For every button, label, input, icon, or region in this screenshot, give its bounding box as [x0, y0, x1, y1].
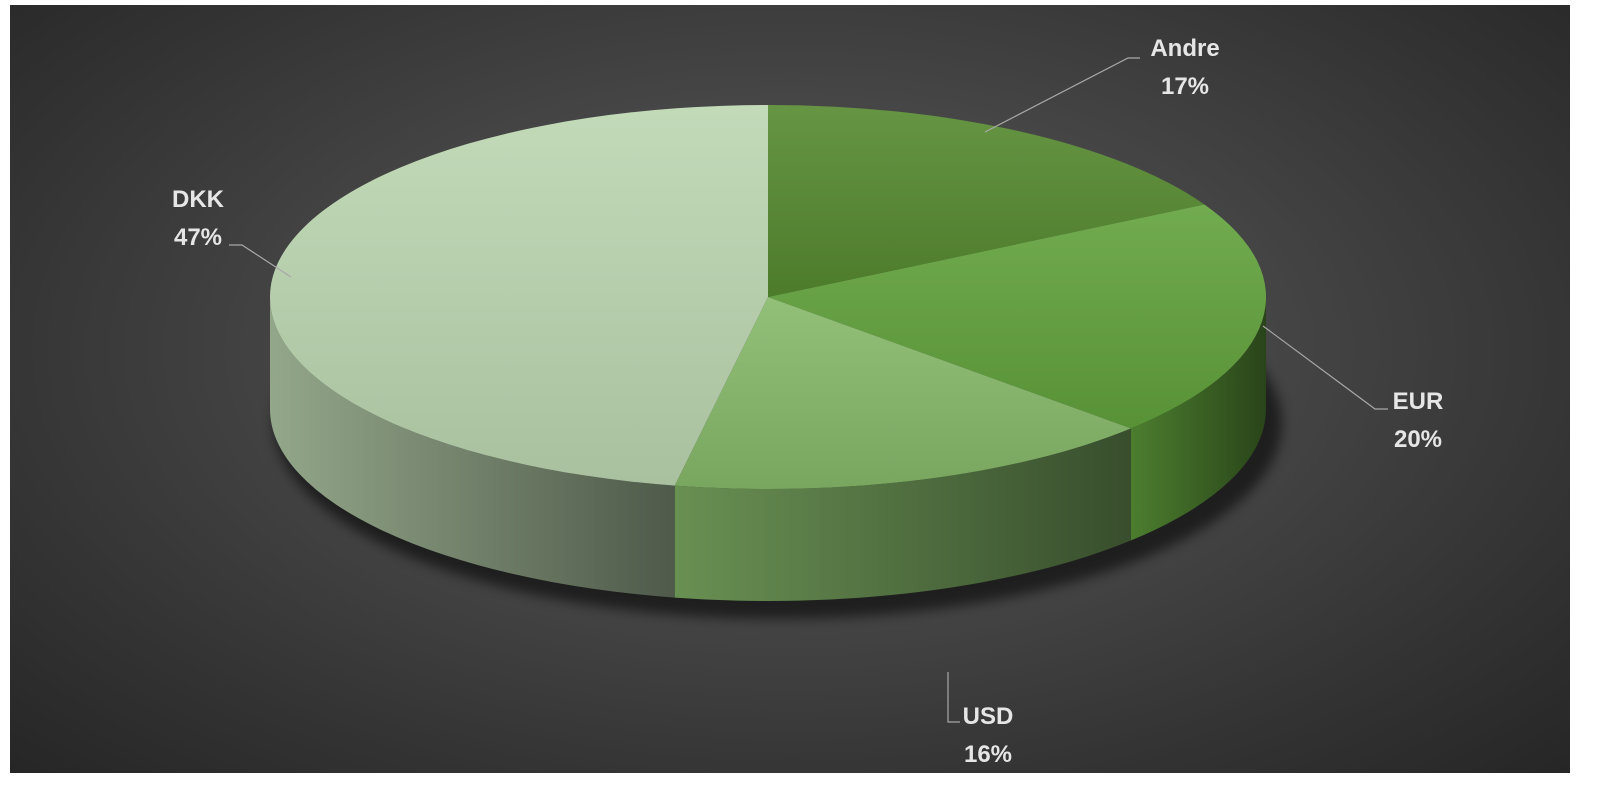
slice-percent-usd: 16% — [964, 741, 1012, 768]
leader-line-andre — [984, 57, 1140, 133]
slice-label-dkk: DKK — [172, 186, 225, 213]
leader-line-eur — [1262, 325, 1388, 410]
slice-label-usd: USD — [963, 703, 1014, 730]
slice-percent-andre: 17% — [1161, 73, 1209, 100]
leader-line-dkk — [229, 244, 292, 278]
slice-percent-eur: 20% — [1394, 426, 1442, 453]
slice-label-eur: EUR — [1393, 388, 1444, 415]
leader-line-usd — [947, 672, 960, 723]
pie-side-dkk — [270, 297, 675, 598]
slice-percent-dkk: 47% — [174, 224, 222, 251]
slice-label-andre: Andre — [1150, 35, 1219, 62]
